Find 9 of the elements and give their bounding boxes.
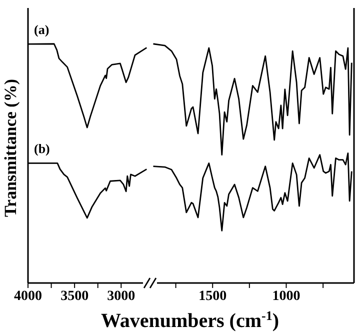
x-tick-label: 1000: [272, 288, 300, 304]
x-tick-label: 3000: [107, 288, 136, 304]
y-axis-title: Transmittance (%): [1, 78, 20, 218]
series-label: (b): [34, 141, 50, 156]
series-label: (a): [34, 22, 50, 38]
x-axis-title: Wavenumbers (cm$^{-1}$): [100, 308, 280, 332]
x-tick-label: 4000: [14, 288, 42, 304]
x-tick-label: 3500: [60, 288, 89, 304]
x-tick-label: 1500: [198, 288, 227, 304]
